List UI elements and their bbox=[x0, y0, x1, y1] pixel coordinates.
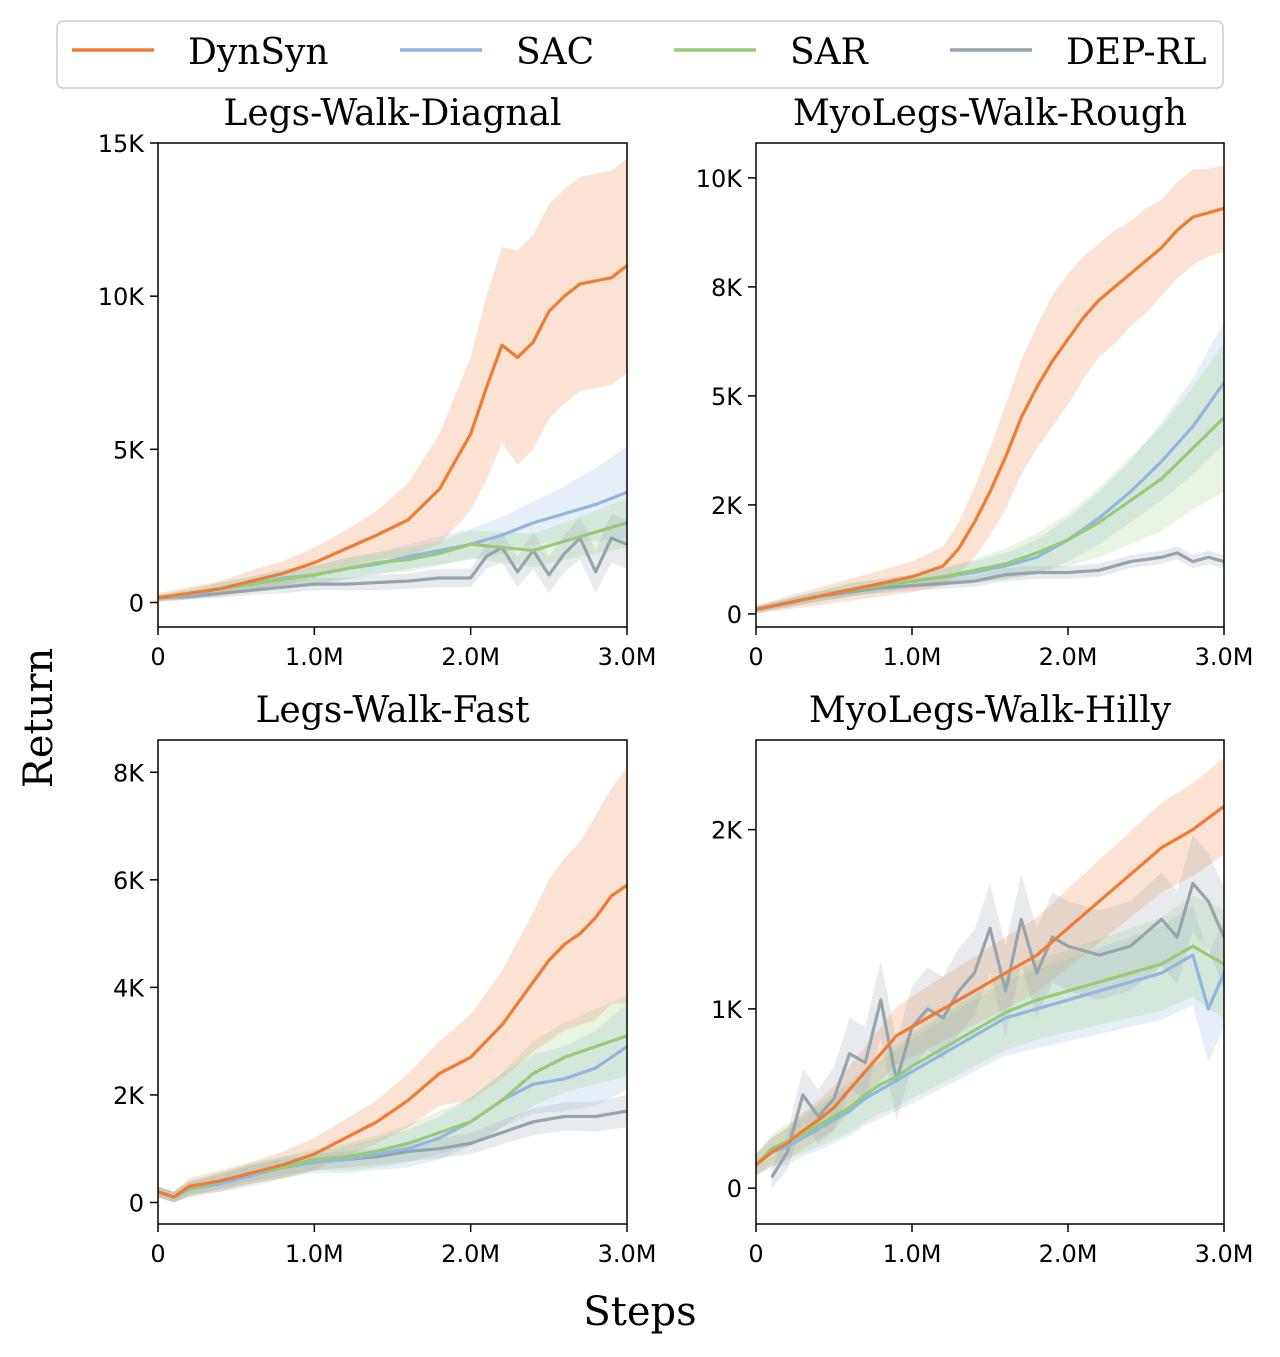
axes-frame bbox=[157, 739, 628, 1225]
legend-entry-sac: SAC bbox=[400, 32, 594, 73]
subplot-myolegs-walk-rough: MyoLegs-Walk-Rough 0 1.0M 2.0M 3.0M 0 2K 5K 8K 10… bbox=[696, 93, 1254, 671]
y-tick-label: 8K bbox=[711, 274, 743, 302]
band-dynsyn bbox=[158, 158, 627, 603]
y-tick-label: 15K bbox=[98, 130, 146, 158]
axes-frame bbox=[755, 739, 1225, 1225]
x-tick-label: 1.0M bbox=[285, 643, 344, 671]
y-tick-label: 2K bbox=[711, 817, 743, 845]
band-sar bbox=[756, 895, 1224, 1176]
series-line-dep-rl bbox=[158, 536, 627, 600]
subplot-title: MyoLegs-Walk-Rough bbox=[793, 93, 1187, 134]
axes-frame bbox=[755, 142, 1225, 628]
figure-ylabel: Return bbox=[16, 648, 62, 789]
y-tick-label: 0 bbox=[129, 589, 144, 617]
x-tick-label: 1.0M bbox=[285, 1240, 344, 1268]
x-tick-label: 0 bbox=[150, 643, 165, 671]
x-tick-label: 0 bbox=[748, 1240, 763, 1268]
plot-area bbox=[158, 766, 627, 1203]
y-tick-label: 2K bbox=[711, 492, 743, 520]
subplot-title: Legs-Walk-Fast bbox=[255, 690, 530, 731]
x-tick-label: 2.0M bbox=[1039, 1240, 1098, 1268]
band-sar bbox=[158, 995, 627, 1203]
plot-area bbox=[158, 158, 627, 603]
y-tick-label: 10K bbox=[696, 165, 744, 193]
x-tick-label: 0 bbox=[150, 1240, 165, 1268]
series-line-dynsyn bbox=[158, 264, 627, 600]
x-tick-label: 3.0M bbox=[1195, 643, 1254, 671]
series-line-dynsyn bbox=[158, 883, 627, 1199]
band-dynsyn bbox=[756, 164, 1224, 614]
y-tick-label: 4K bbox=[113, 974, 145, 1002]
plot-area bbox=[756, 757, 1224, 1189]
series-line-sac bbox=[756, 953, 1224, 1167]
series-line-dep-rl bbox=[770, 881, 1224, 1179]
y-tick-label: 5K bbox=[113, 436, 145, 464]
x-tick-label: 0 bbox=[748, 643, 763, 671]
band-sac bbox=[756, 904, 1224, 1176]
x-tick-label: 1.0M bbox=[883, 643, 942, 671]
legend-entry-dynsyn: DynSyn bbox=[72, 32, 329, 73]
x-tick-label: 2.0M bbox=[441, 643, 500, 671]
y-tick-label: 2K bbox=[113, 1082, 145, 1110]
x-tick-label: 3.0M bbox=[1195, 1240, 1254, 1268]
legend-entry-dep-rl: DEP-RL bbox=[950, 32, 1207, 73]
y-tick-label: 6K bbox=[113, 867, 145, 895]
x-tick-label: 2.0M bbox=[441, 1240, 500, 1268]
x-tick-label: 3.0M bbox=[598, 643, 657, 671]
x-tick-label: 3.0M bbox=[598, 1240, 657, 1268]
series-line-dep-rl bbox=[756, 551, 1224, 612]
legend-label-dep-rl: DEP-RL bbox=[1066, 32, 1207, 73]
x-tick-label: 1.0M bbox=[883, 1240, 942, 1268]
series-line-sar bbox=[756, 944, 1224, 1166]
x-tick-label: 2.0M bbox=[1039, 643, 1098, 671]
y-tick-label: 10K bbox=[98, 283, 146, 311]
legend-entry-sar: SAR bbox=[674, 32, 869, 73]
subplot-title: MyoLegs-Walk-Hilly bbox=[809, 690, 1172, 731]
series-line-dynsyn bbox=[756, 805, 1224, 1167]
figure-xlabel: Steps bbox=[583, 1289, 696, 1335]
y-tick-label: 1K bbox=[711, 996, 743, 1024]
legend: DynSyn SAC SAR DEP-RL bbox=[56, 20, 1224, 89]
subplot-legs-walk-diagnal: Legs-Walk-Diagnal 0 1.0M 2.0M 3.0M 0 5K 10K 15K bbox=[98, 93, 657, 671]
legend-label-sar: SAR bbox=[790, 32, 869, 73]
series-line-sac bbox=[158, 1045, 627, 1199]
legend-label-dynsyn: DynSyn bbox=[188, 32, 329, 73]
band-sar bbox=[756, 343, 1224, 614]
legend-frame bbox=[56, 20, 1224, 89]
subplot-title: Legs-Walk-Diagnal bbox=[223, 93, 561, 134]
series-line-dynsyn bbox=[756, 206, 1224, 612]
band-dynsyn bbox=[756, 757, 1224, 1176]
legend-label-sac: SAC bbox=[516, 32, 594, 73]
subplot-legs-walk-fast: Legs-Walk-Fast 0 1.0M 2.0M 3.0M 0 2K 4K 6K 8K bbox=[113, 690, 656, 1268]
band-sac bbox=[756, 321, 1224, 614]
plot-area bbox=[756, 164, 1224, 614]
subplot-myolegs-walk-hilly: MyoLegs-Walk-Hilly 0 1.0M 2.0M 3.0M 0 1K 2K bbox=[711, 690, 1253, 1268]
axes-frame bbox=[157, 142, 628, 628]
y-tick-label: 8K bbox=[113, 759, 145, 787]
y-tick-label: 5K bbox=[711, 383, 743, 411]
y-tick-label: 0 bbox=[129, 1189, 144, 1217]
y-tick-label: 0 bbox=[727, 601, 742, 629]
band-dep-rl bbox=[771, 835, 1224, 1189]
y-tick-label: 0 bbox=[727, 1175, 742, 1203]
